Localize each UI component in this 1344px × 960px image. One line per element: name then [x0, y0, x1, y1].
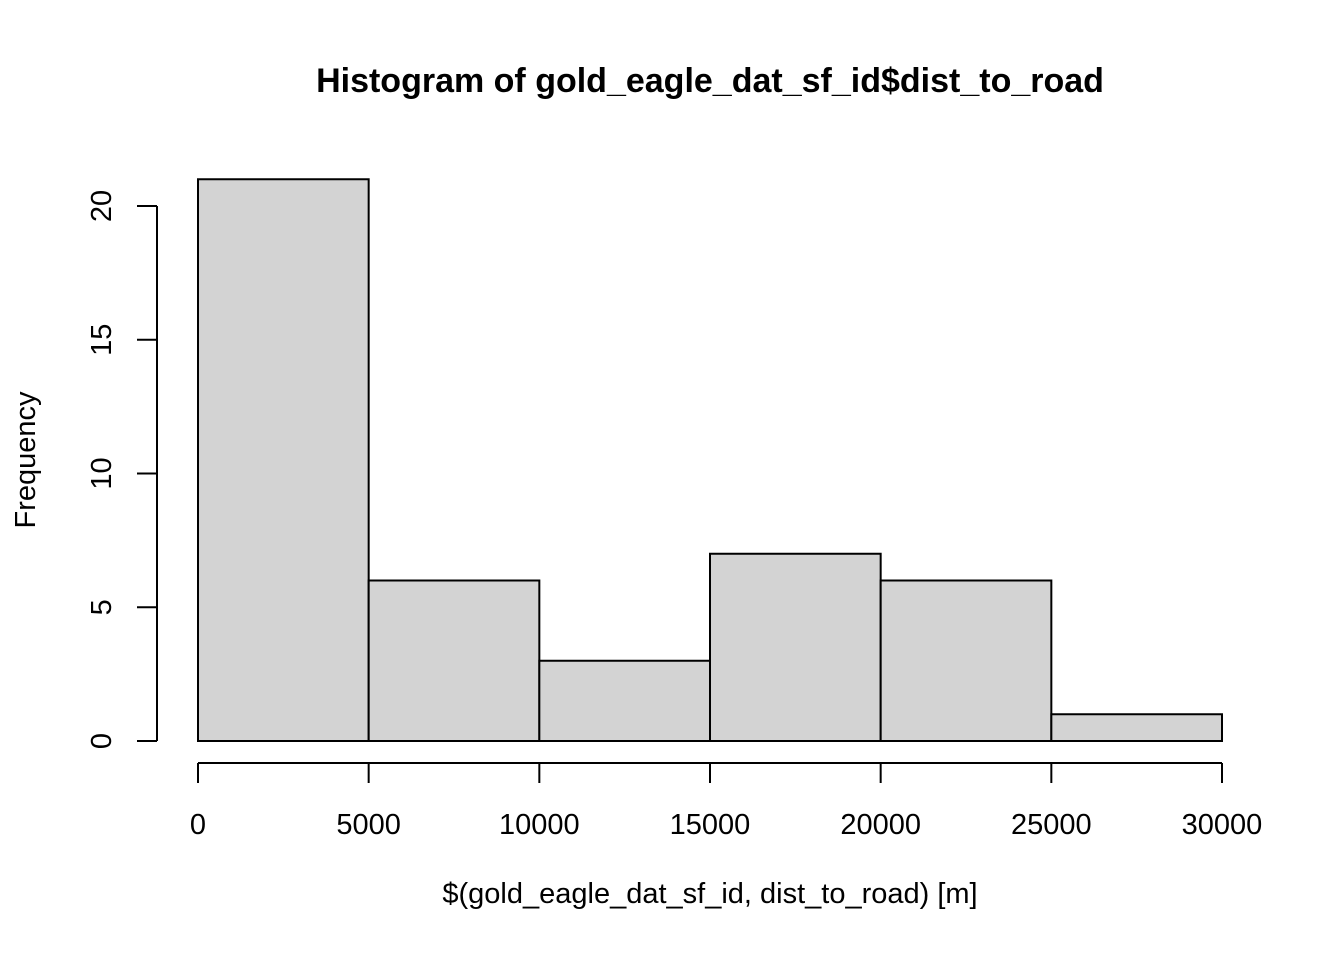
chart-title: Histogram of gold_eagle_dat_sf_id$dist_t…	[316, 62, 1104, 100]
x-tick-label-6: 30000	[1182, 809, 1263, 841]
y-axis-label: Frequency	[10, 391, 42, 529]
y-tick-label-2: 10	[86, 457, 118, 489]
histogram-bar-4	[879, 579, 1053, 742]
x-tick-label-3: 15000	[670, 809, 751, 841]
x-tick-label-2: 10000	[499, 809, 580, 841]
x-axis-label: $(gold_eagle_dat_sf_id, dist_to_road) [m…	[442, 878, 977, 910]
histogram-bar-5	[1050, 713, 1224, 742]
x-tick-label-1: 5000	[336, 809, 401, 841]
y-tick-label-0: 0	[86, 733, 118, 749]
y-tick-label-3: 15	[86, 324, 118, 356]
histogram-bar-2	[538, 659, 711, 742]
y-tick-label-4: 20	[86, 190, 118, 222]
histogram-bar-0	[197, 178, 370, 742]
histogram-bar-1	[367, 579, 541, 742]
bars-group	[197, 178, 1224, 742]
y-tick-label-1: 5	[86, 599, 118, 615]
x-tick-label-0: 0	[190, 809, 206, 841]
x-tick-label-4: 20000	[840, 809, 921, 841]
x-axis: 0 5000 10000 15000 20000 25000 30000	[190, 762, 1263, 841]
x-tick-label-5: 25000	[1011, 809, 1092, 841]
histogram-bar-3	[709, 552, 882, 742]
y-axis: 0 5 10 15 20	[86, 190, 158, 749]
